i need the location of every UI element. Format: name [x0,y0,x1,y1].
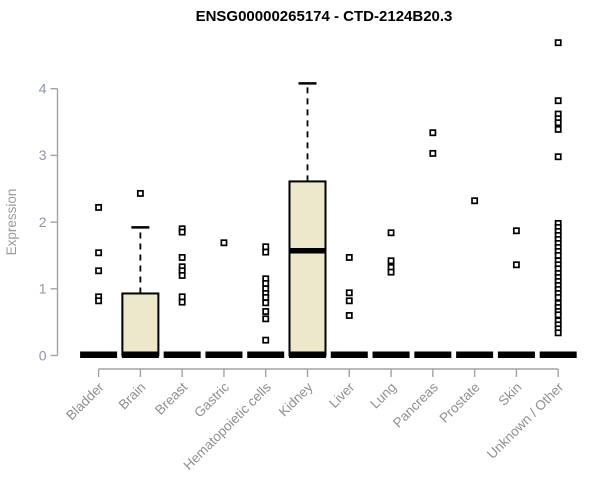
data-point [178,272,186,279]
zero-bar [121,351,159,358]
zero-bar [330,351,368,358]
x-category-label: Lung [367,380,399,412]
y-tick-label: 2 [39,214,47,230]
zero-bar [372,351,410,358]
data-point [554,311,562,319]
data-point [136,189,144,197]
data-point [95,297,103,305]
data-point [387,229,395,237]
zero-bar [205,351,243,358]
zero-bar [414,351,452,358]
x-category-label: Liver [326,379,358,411]
data-point [262,248,270,256]
data-point [95,249,103,257]
zero-bar [539,351,577,358]
zero-bar [247,351,285,358]
data-point [262,308,270,315]
x-category-label: Skin [495,380,524,409]
data-point [554,119,562,127]
data-point [429,129,437,137]
data-point [178,293,186,301]
zero-bar [456,351,494,358]
data-point [429,149,437,157]
x-category-label: Gastric [191,379,232,420]
chart-title: ENSG00000265174 - CTD-2124B20.3 [196,8,453,25]
x-category-label: Breast [152,379,190,417]
data-point [554,125,562,133]
data-point [95,267,103,275]
data-point [554,252,562,259]
data-point [471,197,479,205]
data-point [512,261,520,269]
data-point [554,153,562,161]
box [121,292,160,357]
y-axis-label: Expression [4,189,19,256]
x-category-label: Prostate [437,380,483,426]
data-point [345,312,353,319]
x-category-label: Bladder [63,379,107,423]
data-point [262,299,270,307]
data-point [387,268,395,276]
y-tick-label: 3 [39,147,47,163]
data-point [262,336,270,344]
x-category-label: Unknown / Other [484,379,567,462]
data-point [554,329,562,337]
box [288,180,327,357]
data-point [178,298,186,306]
x-category-label: Kidney [276,379,316,419]
zero-bar [80,351,118,358]
data-point [512,227,520,235]
data-point [178,228,186,236]
data-point [262,315,270,323]
x-category-label: Pancreas [390,379,441,430]
zero-bar [497,351,535,358]
data-point [345,289,353,297]
y-tick-label: 1 [39,281,47,297]
data-point [345,254,353,261]
y-tick-label: 0 [39,347,47,363]
y-tick-label: 4 [39,81,47,97]
x-category-label: Brain [116,380,149,413]
data-point [95,203,103,211]
zero-bar [163,351,201,358]
data-point [345,297,353,305]
zero-bar [289,351,326,358]
data-point [262,280,270,287]
data-point [554,39,562,47]
data-point [554,97,562,105]
data-point [178,254,186,261]
data-point [262,294,270,301]
data-point [554,294,562,301]
data-point [387,257,395,265]
data-point [220,239,228,247]
data-point [262,243,270,251]
